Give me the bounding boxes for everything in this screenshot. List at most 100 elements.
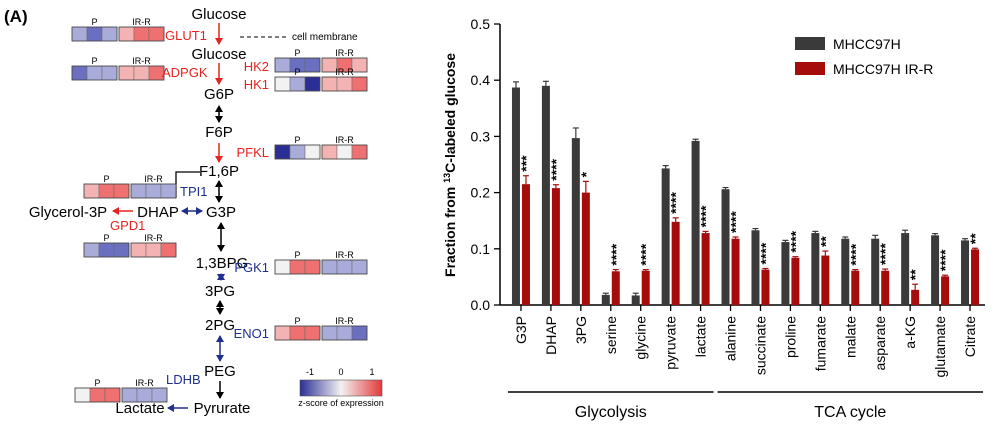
heatmap-cell (289, 144, 306, 160)
bar-mhcc97h-irr (581, 192, 590, 305)
heatmap-label-parental: P (294, 67, 300, 77)
enzyme-label-pgk1: PGK1 (234, 260, 269, 275)
expression-heatmaps: P IR-R GLUT1 P IR-R ADPGK P IR-R HK2 P IR-R HK1 P IR-… (71, 17, 368, 412)
significance-label: **** (548, 158, 564, 180)
heatmap-cell (351, 76, 368, 92)
x-tick-label: asparate (872, 316, 888, 371)
x-tick-label: pyruvate (663, 316, 679, 370)
heatmap-cell (136, 387, 153, 403)
heatmap-cell (304, 57, 321, 73)
heatmap-pfkl: P IR-R PFKL (236, 135, 368, 160)
x-tick-label: a-KG (902, 316, 918, 349)
significance-label: ** (967, 233, 983, 244)
significance-label: ** (907, 269, 923, 280)
bar-mhcc97h-irr (761, 269, 770, 305)
heatmap-frame-parental (74, 387, 121, 403)
heatmap-cell (351, 57, 368, 73)
metabolite-13bpg: 1,3BPG (196, 255, 249, 272)
zscore-gradient-bar (299, 379, 383, 397)
group-label: Glycolysis (575, 404, 647, 421)
bar-mhcc97h-irr (521, 184, 530, 305)
heatmap-label-parental: P (294, 316, 300, 326)
heatmap-frame-parental (71, 65, 118, 81)
heatmap-cell (304, 144, 321, 160)
enzyme-label-tpi1: TPI1 (180, 184, 207, 199)
significance-label: **** (698, 205, 714, 227)
bar-mhcc97h (811, 233, 820, 305)
heatmap-cell (274, 57, 291, 73)
heatmap-frame-resistant (321, 76, 368, 92)
x-tick-label: succinate (752, 316, 768, 375)
heatmap-pgk1: P IR-R PGK1 (234, 250, 368, 275)
y-tick-label: 0.5 (471, 16, 491, 32)
bar-mhcc97h-irr (851, 270, 860, 305)
heatmap-cell (336, 259, 353, 275)
heatmap-label-parental: P (294, 48, 300, 58)
bar-mhcc97h-irr (821, 255, 830, 305)
bar-mhcc97h (571, 138, 580, 305)
bar-chart: 0.00.10.20.30.40.5***G3P****DHAP*3PG****… (471, 16, 985, 421)
heatmap-cell (83, 242, 100, 258)
heatmap-cell (86, 26, 103, 42)
metabolite-f6p: F6P (205, 124, 233, 141)
heatmap-glut1: P IR-R GLUT1 (71, 17, 207, 43)
heatmap-cell (289, 325, 306, 341)
heatmap-cell (118, 26, 135, 42)
y-axis-label-sup: 13 (442, 173, 452, 183)
zscore-caption: z-score of expression (298, 398, 384, 408)
x-tick-label: fumarate (812, 316, 828, 371)
legend-swatch-mhcc97h-irr (795, 62, 825, 75)
heatmap-frame-resistant (130, 183, 177, 199)
chart-legend: MHCC97H MHCC97H IR-R (795, 36, 933, 77)
heatmap-tpi1: P IR-R TPI1 (83, 174, 207, 199)
enzyme-label-adpgk: ADPGK (162, 65, 208, 80)
legend-swatch-mhcc97h (795, 37, 825, 50)
x-tick-label: lactate (693, 316, 709, 357)
zscore-tick-pos: 1 (369, 367, 374, 377)
bar-mhcc97h-irr (701, 233, 710, 305)
metabolite-lactate: Lactate (115, 400, 164, 417)
heatmap-cell (101, 26, 118, 42)
bar-mhcc97h-irr (671, 221, 680, 305)
bar-mhcc97h (631, 295, 640, 305)
heatmap-cell (121, 387, 138, 403)
bar-mhcc97h (511, 87, 520, 305)
metabolite-g6p: G6P (204, 86, 234, 103)
x-tick-label: G3P (513, 316, 529, 344)
heatmap-frame-resistant (118, 26, 165, 42)
heatmap-label-resistant: IR-R (132, 17, 151, 27)
heatmap-frame-parental (274, 325, 321, 341)
y-tick-label: 0.3 (471, 128, 491, 144)
x-tick-label: 3PG (573, 316, 589, 344)
y-tick-label: 0.4 (471, 72, 491, 88)
heatmap-label-resistant: IR-R (144, 174, 163, 184)
enzyme-label-ldhb: LDHB (166, 372, 201, 387)
heatmap-cell (133, 26, 150, 42)
heatmap-cell (101, 65, 118, 81)
significance-label: **** (787, 230, 803, 252)
heatmap-frame-parental (274, 57, 321, 73)
heatmap-cell (304, 76, 321, 92)
zscore-tick-neg: -1 (306, 367, 314, 377)
heatmap-cell (130, 242, 147, 258)
heatmap-cell (351, 325, 368, 341)
heatmap-cell (336, 76, 353, 92)
panel-label: (A) (4, 7, 28, 26)
heatmap-cell (160, 183, 177, 199)
x-tick-label: DHAP (543, 316, 559, 355)
x-tick-label: serine (603, 316, 619, 354)
heatmap-label-parental: P (91, 17, 97, 27)
heatmap-frame-resistant (321, 144, 368, 160)
heatmap-cell (118, 65, 135, 81)
heatmap-cell (274, 76, 291, 92)
metabolite-peg: PEG (204, 363, 236, 380)
heatmap-frame-parental (83, 242, 130, 258)
heatmap-frame-resistant (118, 65, 165, 81)
significance-label: **** (668, 192, 684, 214)
pathway-diagram: (A) Glucose Glucose G6P F6P F1,6P DHAP G… (4, 6, 358, 417)
heatmap-frame-parental (274, 76, 321, 92)
metabolite-g3p: G3P (206, 204, 236, 221)
heatmap-label-parental: P (91, 56, 97, 66)
heatmap-label-resistant: IR-R (335, 316, 354, 326)
